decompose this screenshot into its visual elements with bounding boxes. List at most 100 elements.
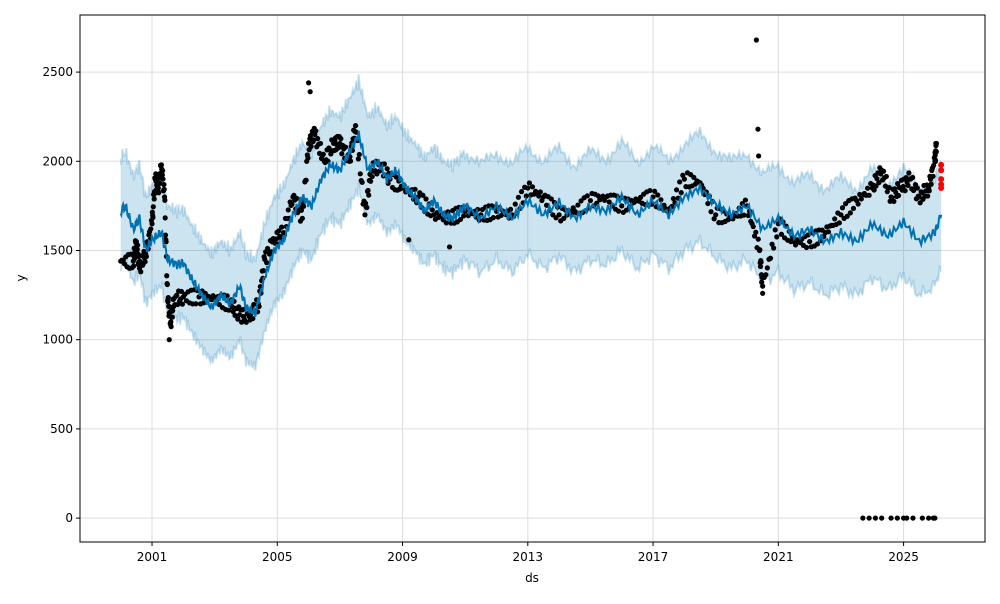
observed-point: [365, 187, 371, 194]
observed-point: [148, 226, 154, 232]
observed-point: [895, 192, 902, 199]
observed-point: [311, 137, 317, 143]
x-tick-label: 2009: [387, 550, 418, 564]
observed-point: [753, 229, 759, 235]
observed-point: [930, 173, 936, 179]
observed-point: [778, 231, 785, 237]
observed-point: [575, 202, 581, 208]
observed-point: [165, 294, 171, 301]
observed-zero-point: [894, 515, 900, 521]
observed-point: [393, 174, 399, 180]
observed-point: [299, 215, 305, 221]
observed-point: [774, 234, 780, 240]
y-tick-label: 1500: [42, 243, 73, 257]
observed-point: [243, 319, 249, 325]
observed-point: [490, 215, 496, 221]
observed-point: [289, 201, 295, 207]
observed-point: [355, 156, 361, 162]
observed-point: [298, 207, 304, 213]
observed-zero-point: [904, 515, 910, 521]
observed-point: [362, 200, 369, 206]
observed-point: [162, 197, 168, 203]
observed-point: [771, 245, 777, 251]
observed-point: [300, 203, 307, 209]
observed-point: [759, 279, 765, 285]
observed-point: [507, 206, 514, 212]
axis-ticks: 2001 2005 2009 2013 2017 2021 2025 0 500 1000 1500…: [42, 65, 918, 564]
observed-outlier-point: [755, 126, 761, 132]
observed-point: [336, 145, 342, 151]
observed-point: [168, 319, 174, 325]
observed-point: [412, 186, 418, 192]
observed-point: [677, 179, 683, 185]
observed-point: [537, 189, 543, 195]
observed-point: [895, 181, 901, 187]
observed-point: [165, 299, 171, 305]
observed-point: [162, 215, 168, 221]
observed-point: [174, 292, 180, 298]
observed-point: [741, 212, 747, 218]
observed-zero-point: [919, 515, 925, 521]
observed-point: [518, 189, 525, 195]
observed-point: [713, 212, 719, 218]
observed-point: [232, 312, 238, 319]
observed-point: [673, 187, 680, 193]
observed-point: [347, 158, 354, 164]
observed-point: [164, 273, 170, 279]
x-axis-label: ds: [525, 571, 539, 585]
y-tick-label: 0: [65, 511, 73, 525]
observed-points: [118, 37, 940, 521]
observed-outlier-point: [406, 237, 412, 243]
observed-point: [352, 123, 359, 129]
observed-point: [814, 241, 821, 247]
observed-point: [925, 193, 931, 199]
observed-zero-point: [879, 515, 885, 521]
observed-zero-point: [932, 515, 938, 521]
observed-point: [874, 176, 880, 182]
observed-point: [902, 188, 908, 194]
observed-point: [164, 281, 170, 288]
observed-point: [578, 198, 584, 204]
observed-point: [529, 184, 536, 190]
observed-point: [461, 213, 467, 219]
observed-point: [637, 194, 644, 200]
observed-point: [260, 268, 267, 274]
observed-point: [366, 192, 372, 198]
observed-point: [708, 209, 714, 215]
observed-point: [561, 215, 567, 221]
observed-point: [161, 181, 167, 188]
observed-point: [838, 212, 844, 218]
observed-outlier-point: [446, 244, 453, 250]
observed-zero-point: [872, 515, 878, 521]
observed-point: [587, 197, 594, 204]
observed-point: [294, 195, 300, 202]
observed-point: [369, 173, 375, 180]
observed-point: [764, 265, 770, 271]
observed-point: [836, 220, 842, 226]
observed-point: [543, 202, 550, 208]
observed-point: [339, 151, 345, 157]
observed-point: [866, 192, 872, 198]
observed-point: [850, 205, 857, 211]
observed-point: [711, 216, 717, 222]
observed-point: [515, 194, 522, 200]
observed-point: [155, 185, 161, 191]
observed-point: [678, 190, 684, 196]
observed-point: [556, 212, 562, 218]
observed-point: [420, 192, 426, 198]
observed-point: [847, 210, 853, 216]
observed-point: [916, 194, 922, 200]
plot-frame: [79, 14, 986, 543]
observed-point: [161, 186, 167, 192]
observed-point: [457, 216, 464, 223]
observed-point: [745, 212, 751, 219]
x-tick-label: 2017: [638, 550, 669, 564]
observed-zero-point: [926, 515, 932, 521]
observed-point: [839, 205, 846, 211]
observed-point: [757, 247, 763, 253]
observed-point: [803, 244, 810, 251]
observed-zero-point: [888, 515, 894, 521]
observed-point: [368, 178, 374, 184]
observed-point: [273, 236, 279, 242]
